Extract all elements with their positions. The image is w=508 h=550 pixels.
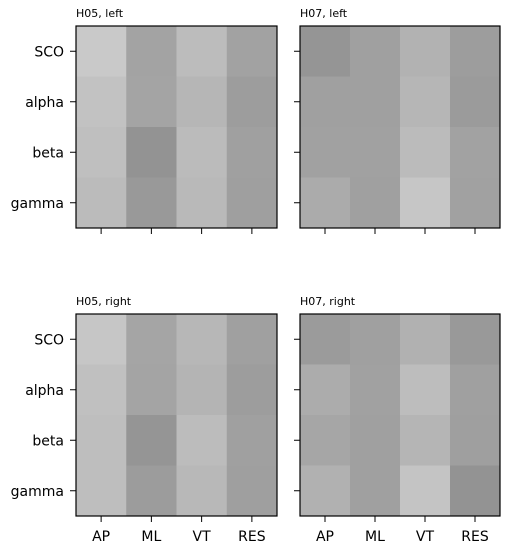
heatmap-cell [300, 465, 351, 517]
panel-title: H07, left [300, 7, 348, 20]
heatmap-cell [400, 314, 451, 365]
heatmap-cell [126, 26, 177, 77]
heatmap-cell [76, 415, 127, 466]
heatmap-cell [300, 26, 351, 77]
heatmap-cell [350, 127, 401, 178]
heatmap-cell [126, 76, 177, 128]
heatmap-panel: H07, right AP ML VT RES [294, 295, 501, 545]
heatmap-panel: H07, left [294, 7, 501, 234]
heatmap-cell [350, 465, 401, 517]
heatmap-cell [226, 364, 278, 416]
heatmap-cell [450, 177, 501, 229]
heatmap-cell [400, 177, 451, 229]
heatmap-cell [126, 314, 177, 365]
heatmap-cell [76, 364, 127, 416]
x-tick-label: ML [365, 529, 385, 545]
x-tick-label: AP [316, 529, 334, 545]
y-tick-label: beta [32, 433, 64, 449]
y-tick-label: alpha [25, 95, 64, 111]
heatmap-cell [76, 127, 127, 178]
heatmap-cell [226, 177, 278, 229]
x-tick-label: VT [416, 529, 435, 545]
heatmap-cell [126, 415, 177, 466]
heatmap-cell [76, 465, 127, 517]
panel-title: H05, right [76, 295, 132, 308]
heatmap-cell [450, 415, 501, 466]
heatmap-cell [450, 26, 501, 77]
heatmap-cell [400, 465, 451, 517]
heatmap-cell [226, 465, 278, 517]
panel-frame [75, 313, 278, 517]
heatmap-cell [226, 127, 278, 178]
heatmap-cell [450, 314, 501, 365]
heatmap-cell [300, 415, 351, 466]
heatmap-cell [76, 26, 127, 77]
heatmap-cell [76, 76, 127, 128]
heatmap-cell [350, 364, 401, 416]
heatmap-cell [350, 76, 401, 128]
panel-frame [299, 25, 501, 229]
heatmap-cell [126, 177, 177, 229]
heatmap-cell [400, 415, 451, 466]
heatmap-cell [300, 364, 351, 416]
heatmap-cell [300, 314, 351, 365]
x-tick-label: ML [141, 529, 161, 545]
heatmap-cell [450, 465, 501, 517]
heatmap-cell [350, 177, 401, 229]
heatmap-panel: H05, right SCO alpha beta gamma AP ML VT RES [11, 295, 278, 545]
heatmap-cell [450, 76, 501, 128]
heatmap-cell [76, 177, 127, 229]
heatmap-panel: H05, left SCO alpha beta gamma [11, 7, 278, 234]
heatmap-cell [226, 26, 278, 77]
heatmap-cell [450, 364, 501, 416]
x-tick-label: AP [92, 529, 110, 545]
y-tick-label: gamma [11, 484, 64, 500]
x-tick-label: RES [238, 529, 266, 545]
heatmap-cell [126, 127, 177, 178]
heatmap-cell [176, 465, 228, 517]
heatmap-cell [226, 314, 278, 365]
heatmap-cell [226, 415, 278, 466]
heatmap-cell [300, 76, 351, 128]
heatmap-cell [400, 26, 451, 77]
heatmap-cell [126, 364, 177, 416]
heatmap-cell [126, 465, 177, 517]
heatmap-cell [176, 127, 228, 178]
heatmap-cell [400, 127, 451, 178]
heatmap-cell [176, 415, 228, 466]
heatmap-cell [176, 76, 228, 128]
heatmap-cell [350, 415, 401, 466]
heatmap-cell [300, 177, 351, 229]
y-tick-label: SCO [34, 332, 64, 348]
y-tick-label: SCO [34, 44, 64, 60]
panel-title: H07, right [300, 295, 356, 308]
heatmap-cell [450, 127, 501, 178]
y-tick-label: beta [32, 145, 64, 161]
heatmap-cell [76, 314, 127, 365]
panel-title: H05, left [76, 7, 124, 20]
heatmap-cell [350, 26, 401, 77]
heatmap-cell [400, 364, 451, 416]
y-tick-label: alpha [25, 383, 64, 399]
x-tick-label: VT [193, 529, 212, 545]
y-tick-label: gamma [11, 196, 64, 212]
heatmap-cell [176, 26, 228, 77]
heatmap-cell [176, 177, 228, 229]
heatmap-cell [400, 76, 451, 128]
heatmap-cell [350, 314, 401, 365]
heatmap-cell [176, 364, 228, 416]
heatmap-cell [226, 76, 278, 128]
heatmap-cell [176, 314, 228, 365]
heatmap-cell [300, 127, 351, 178]
x-tick-label: RES [461, 529, 489, 545]
panel-frame [299, 313, 501, 517]
panel-frame [75, 25, 278, 229]
